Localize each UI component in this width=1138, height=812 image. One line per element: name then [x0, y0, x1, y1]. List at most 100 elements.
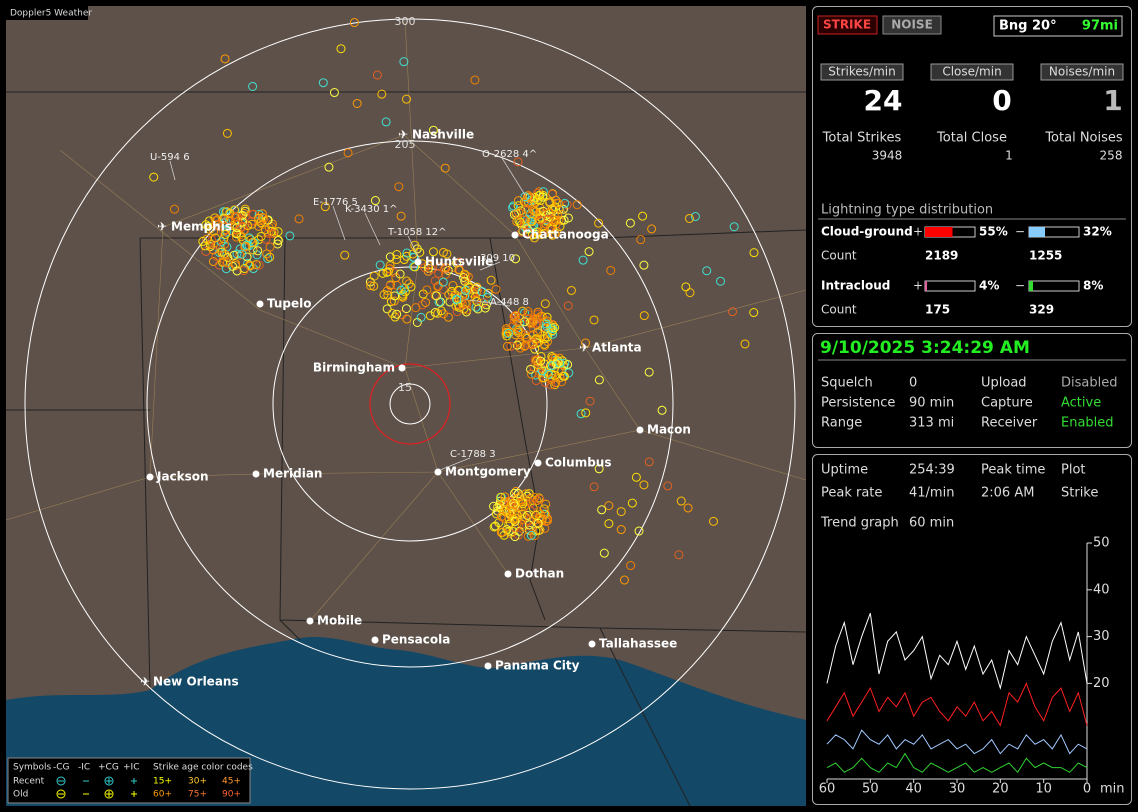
strike-symbol: [457, 299, 467, 309]
strike-button[interactable]: [817, 15, 878, 35]
strike-symbol: [496, 511, 506, 521]
strike-symbol: [240, 204, 250, 214]
strike-symbol: [540, 341, 550, 351]
strike-symbol: [541, 499, 551, 509]
strike-symbol: [531, 510, 541, 520]
strike-symbol: [663, 481, 673, 491]
strike-symbol: [676, 496, 686, 506]
strike-symbol: [237, 249, 247, 259]
trend-panel: [812, 454, 1132, 805]
strike-symbol: [546, 212, 556, 222]
strike-symbol: [477, 287, 487, 297]
strike-symbol: [268, 229, 278, 239]
stats-panel: [812, 6, 1132, 327]
rate-header: [820, 63, 904, 81]
strike-symbol: [543, 214, 553, 224]
range-ring: [146, 140, 674, 668]
bearing-box: [993, 15, 1123, 37]
strike-symbol: [548, 326, 558, 336]
strike-symbol: [318, 78, 328, 88]
strike-symbol: [434, 297, 444, 307]
strike-symbol: [523, 307, 533, 317]
strike-symbol: [480, 303, 490, 313]
range-label: 15: [398, 381, 412, 394]
window-title: Doppler5 Weather: [10, 9, 92, 19]
stat-text: Uptime: [821, 463, 868, 478]
age-code: 15+: [153, 777, 172, 787]
strike-symbol: [211, 216, 221, 226]
city-label: Birmingham: [313, 361, 395, 375]
strike-symbol: [390, 291, 400, 301]
strike-symbol: [402, 251, 412, 261]
sign: +: [913, 225, 923, 239]
strike-symbol: [431, 291, 441, 301]
noise-button-label[interactable]: NOISE: [891, 18, 933, 32]
legend-symbol: -IC: [78, 763, 90, 773]
strike-symbol: [690, 212, 700, 222]
strike-symbol: [398, 289, 408, 299]
city-label: Dothan: [515, 567, 564, 581]
city-dot: [434, 468, 442, 476]
strike-button-label[interactable]: STRIKE: [823, 18, 871, 32]
strike-symbol: [523, 309, 533, 319]
strike-symbol: [547, 230, 557, 240]
strike-symbol: [221, 229, 231, 239]
noise-button[interactable]: [882, 15, 942, 35]
setting-text: Persistence: [821, 396, 895, 411]
strike-symbol: [523, 227, 533, 237]
strike-symbol: [535, 509, 545, 519]
strike-symbol: [526, 319, 536, 329]
strike-symbol: [546, 369, 556, 379]
strike-symbol: [472, 285, 482, 295]
sign: −: [1015, 225, 1025, 239]
sensor-label: K-3430 1^: [345, 204, 398, 215]
city-dot: [398, 364, 406, 372]
strike-symbol: [377, 89, 387, 99]
strike-symbol: [223, 215, 233, 225]
strike-symbol: [639, 260, 649, 270]
strike-symbol: [515, 492, 525, 502]
city-dot: [484, 662, 492, 670]
strike-symbol: [500, 492, 510, 502]
setting-text: Active: [1061, 396, 1101, 411]
strike-symbol: [604, 501, 614, 511]
dist-bar: [925, 227, 953, 237]
strike-symbol: [597, 505, 607, 515]
strike-symbol: [236, 232, 246, 242]
strike-symbol: [517, 227, 527, 237]
x-tick-label: 20: [992, 782, 1009, 797]
city-label: Mobile: [317, 614, 362, 628]
x-tick-label: 30: [949, 782, 966, 797]
strike-symbol: [208, 245, 218, 255]
strike-symbol: [231, 232, 241, 242]
x-tick-label: 40: [905, 782, 922, 797]
strike-symbol: [370, 196, 380, 206]
strike-symbol: [528, 330, 538, 340]
sensor-label: T-1058 12^: [387, 227, 447, 238]
strike-symbol: [502, 525, 512, 535]
setting-text: Upload: [981, 376, 1027, 391]
strike-symbol: [261, 234, 271, 244]
strike-symbol: [383, 290, 393, 300]
strike-symbol: [385, 281, 395, 291]
strike-symbol: [557, 377, 567, 387]
strike-symbol: [502, 331, 512, 341]
strike-symbol: [502, 341, 512, 351]
city-label: Pensacola: [382, 633, 450, 647]
strike-symbol: [542, 312, 552, 322]
strike-symbol: [222, 258, 232, 268]
age-code: 75+: [188, 790, 207, 800]
strike-symbol: [459, 272, 469, 282]
strike-symbol: [464, 281, 474, 291]
rate-value: 24: [864, 84, 903, 117]
dist-percent: 32%: [1083, 225, 1112, 239]
sensor-leader: [332, 205, 346, 241]
x-tick-label: 60: [819, 782, 836, 797]
strike-symbol: [369, 271, 379, 281]
strike-symbol: [241, 240, 251, 250]
sensor-leader: [439, 457, 471, 471]
legend-symbol: +IC: [123, 763, 139, 773]
age-code: 30+: [188, 777, 207, 787]
strike-symbol: [740, 339, 750, 349]
